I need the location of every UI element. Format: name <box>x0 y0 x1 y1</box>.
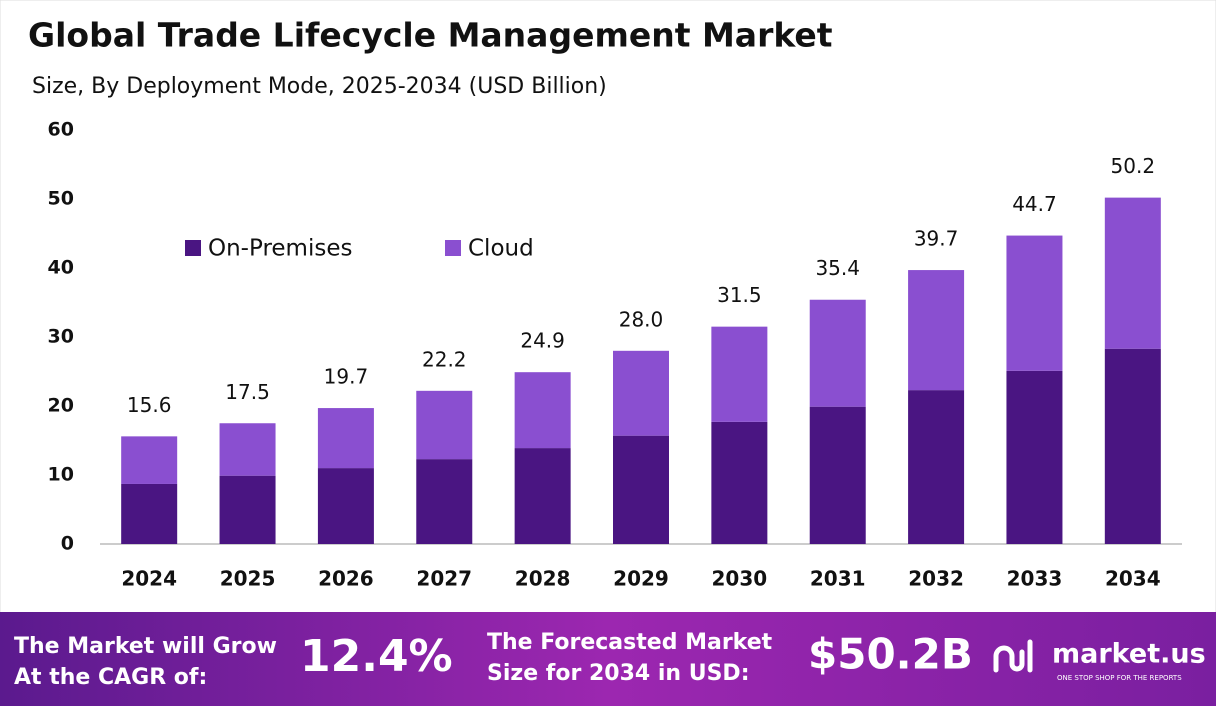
legend-label: On-Premises <box>208 236 352 262</box>
y-tick-label: 40 <box>48 257 74 279</box>
x-tick-label: 2026 <box>318 567 374 591</box>
total-label: 15.6 <box>127 393 172 417</box>
legend-label: Cloud <box>468 236 534 262</box>
bar-segment <box>317 408 374 469</box>
x-tick-label: 2024 <box>121 567 177 591</box>
bar-segment <box>711 326 768 422</box>
chart-title: Global Trade Lifecycle Management Market <box>28 16 833 55</box>
x-tick-label: 2033 <box>1007 567 1063 591</box>
forecast-value: $50.2B <box>808 630 973 679</box>
bar-segment <box>514 448 571 544</box>
total-label: 22.2 <box>422 347 467 371</box>
bar-segment <box>416 459 473 544</box>
total-label: 28.0 <box>619 307 664 331</box>
bar-segment <box>809 406 866 544</box>
bar-segment <box>121 483 178 544</box>
x-tick-label: 2034 <box>1105 567 1161 591</box>
total-label: 31.5 <box>717 283 762 307</box>
legend-swatch <box>445 240 461 256</box>
total-label: 44.7 <box>1012 192 1057 216</box>
total-label: 17.5 <box>225 380 270 404</box>
brand-tagline: ONE STOP SHOP FOR THE REPORTS <box>1057 674 1182 682</box>
y-tick-label: 0 <box>61 533 74 555</box>
total-label: 39.7 <box>914 227 959 251</box>
total-label: 50.2 <box>1111 154 1156 178</box>
bar-segment <box>1006 370 1063 544</box>
y-tick-label: 50 <box>48 188 74 210</box>
brand-name: market.us <box>1052 639 1206 670</box>
bar-segment <box>219 475 276 544</box>
bar-segment <box>1104 348 1161 544</box>
y-tick-label: 30 <box>48 326 74 348</box>
footer-text: At the CAGR of: <box>14 665 207 690</box>
chart-subtitle: Size, By Deployment Mode, 2025-2034 (USD… <box>32 74 607 99</box>
bar-segment <box>219 423 276 476</box>
footer-text: Size for 2034 in USD: <box>487 661 750 686</box>
x-tick-label: 2027 <box>416 567 472 591</box>
footer-text: The Market will Grow <box>14 634 277 659</box>
x-tick-label: 2029 <box>613 567 669 591</box>
x-tick-label: 2028 <box>515 567 571 591</box>
brand-logo <box>993 639 1033 673</box>
bar-segment <box>1006 235 1063 371</box>
legend-swatch <box>185 240 201 256</box>
y-tick-label: 20 <box>48 395 74 417</box>
bar-segment <box>613 435 669 544</box>
bar-segment <box>121 436 178 484</box>
bar-segment <box>908 390 965 544</box>
bar-segment <box>1104 197 1161 349</box>
x-tick-label: 2025 <box>220 567 276 591</box>
cagr-value: 12.4% <box>300 631 453 682</box>
total-label: 24.9 <box>520 329 565 353</box>
total-label: 19.7 <box>324 365 369 389</box>
bar-segment <box>317 468 374 544</box>
footer-band <box>0 612 1216 706</box>
bar-segment <box>711 421 768 544</box>
bar-segment <box>613 350 669 436</box>
bar-segment <box>416 390 473 460</box>
bar-segment <box>514 372 571 449</box>
y-tick-label: 10 <box>48 464 74 486</box>
x-tick-label: 2032 <box>908 567 964 591</box>
footer-text: The Forecasted Market <box>487 630 773 655</box>
total-label: 35.4 <box>815 256 860 280</box>
bar-segment <box>809 299 866 407</box>
x-tick-label: 2031 <box>810 567 866 591</box>
bar-segment <box>908 270 965 391</box>
y-tick-label: 60 <box>48 119 74 141</box>
x-tick-label: 2030 <box>712 567 768 591</box>
